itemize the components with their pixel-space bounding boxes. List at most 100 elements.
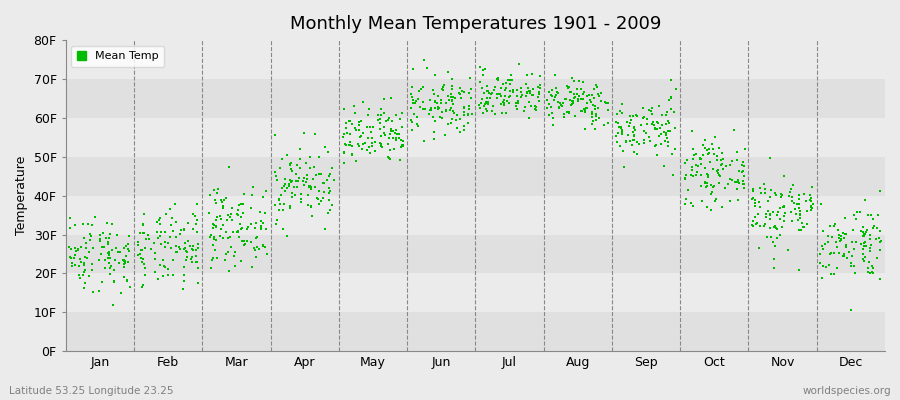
Point (853, 208, 868, 215)
Point (322, 197, 337, 203)
Point (519, 72, 534, 78)
Point (564, 75, 579, 82)
Point (158, 238, 173, 245)
Point (354, 118, 368, 124)
Point (702, 150, 716, 156)
Point (294, 199, 309, 206)
Point (584, 98, 598, 105)
Point (405, 93, 419, 100)
Point (185, 243, 200, 249)
Point (162, 206, 176, 212)
Point (553, 100, 567, 106)
Point (291, 184, 305, 190)
Point (819, 264, 833, 270)
Point (117, 264, 131, 270)
Point (856, 228, 870, 235)
Point (626, 137, 640, 143)
Point (135, 246, 149, 253)
Point (68, 222, 82, 228)
Point (92, 257, 106, 264)
Point (153, 262, 167, 268)
Point (191, 241, 205, 247)
Point (68, 244, 82, 251)
Point (347, 125, 362, 132)
Point (541, 89, 555, 95)
Point (163, 234, 177, 241)
Point (792, 227, 806, 233)
Point (844, 253, 859, 259)
Point (698, 184, 713, 190)
Point (867, 222, 881, 229)
Point (293, 191, 308, 197)
Point (252, 209, 266, 215)
Point (616, 164, 631, 170)
Point (796, 191, 811, 198)
Point (168, 219, 183, 225)
Point (225, 217, 239, 223)
Point (862, 236, 877, 242)
Point (688, 162, 703, 168)
Point (804, 203, 818, 209)
Point (272, 197, 286, 203)
Point (762, 211, 777, 217)
Point (764, 234, 778, 240)
Point (181, 220, 195, 226)
Point (589, 82, 603, 88)
Point (856, 246, 870, 253)
Point (72, 263, 86, 270)
Point (377, 130, 392, 136)
Point (166, 256, 181, 263)
Point (431, 104, 446, 110)
Point (320, 177, 335, 184)
Point (700, 183, 715, 189)
Point (256, 242, 270, 248)
Point (649, 126, 663, 132)
Point (220, 235, 235, 241)
Point (475, 72, 490, 79)
Point (176, 264, 191, 270)
Point (441, 93, 455, 99)
Point (235, 238, 249, 245)
Point (730, 157, 744, 163)
Point (590, 116, 604, 123)
Point (701, 151, 716, 157)
Point (150, 229, 165, 236)
Point (320, 149, 335, 155)
Point (705, 140, 719, 147)
Point (256, 220, 271, 226)
Point (542, 101, 556, 107)
Point (664, 151, 679, 157)
Point (556, 111, 571, 118)
Point (418, 138, 432, 144)
Point (456, 122, 471, 129)
Point (430, 92, 445, 99)
Point (135, 220, 149, 227)
Point (303, 186, 318, 192)
Point (730, 179, 744, 186)
Point (189, 247, 203, 253)
Point (389, 135, 403, 142)
Point (248, 244, 262, 251)
Point (685, 167, 699, 173)
Point (82, 273, 96, 280)
Point (463, 75, 477, 81)
Point (352, 121, 366, 128)
Point (737, 163, 751, 170)
Point (857, 240, 871, 246)
Point (381, 154, 395, 160)
Point (137, 211, 151, 218)
Point (345, 121, 359, 128)
Point (648, 125, 662, 132)
Point (860, 264, 875, 271)
Point (209, 237, 223, 244)
Point (341, 118, 356, 124)
Point (768, 190, 782, 196)
Point (209, 217, 223, 224)
Point (76, 285, 91, 292)
Bar (66, 312, 885, 351)
Point (485, 107, 500, 114)
Point (857, 258, 871, 264)
Point (311, 188, 326, 194)
Point (792, 204, 806, 211)
Point (180, 254, 194, 260)
